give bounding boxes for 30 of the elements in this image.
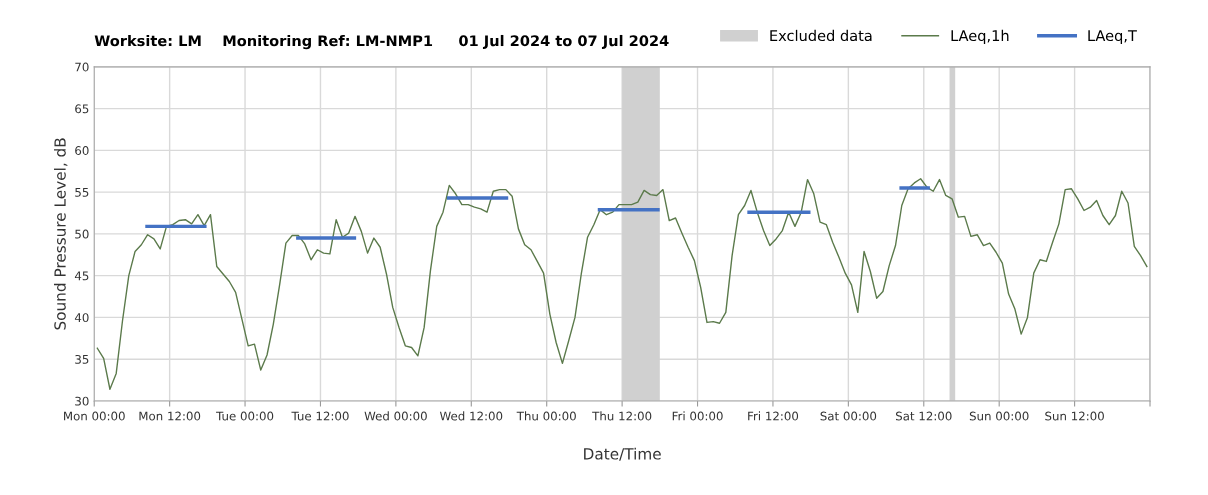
y-tick-label: 65 [75,104,89,114]
x-tick-label: Sat 00:00 [820,411,877,421]
line-series [96,178,1148,390]
x-tick-label: Tue 00:00 [216,411,274,421]
x-tick-label: Tue 12:00 [291,411,349,421]
y-tick-label: 30 [75,396,89,406]
y-tick-label: 55 [75,188,89,197]
chart-title: Worksite: LM Monitoring Ref: LM-NMP1 01 Jul 2024 to 07 Jul 2024 [94,34,669,50]
x-tick-label: Sun 12:00 [1045,411,1104,421]
y-axis-title: Sound Pressure Level, dB [54,138,68,330]
x-tick-label: Thu 00:00 [516,411,576,421]
y-tick-label: 45 [74,271,89,281]
legend-label: Excluded data [770,29,872,42]
x-tick-label: Sat 12:00 [895,411,952,421]
y-tick-label: 50 [75,229,89,239]
x-tick-label: Mon 12:00 [139,411,201,421]
x-tick-label: Wed 12:00 [439,411,503,421]
x-tick-label: Fri 12:00 [748,411,799,421]
x-tick-label: Sun 00:00 [969,411,1029,421]
x-tick-label: Thu 12:00 [592,411,652,421]
x-tick-label: Mon 00:00 [64,411,125,421]
x-tick-label: Wed 00:00 [364,411,427,421]
y-tick-label: 40 [74,313,89,323]
y-tick-label: 70 [75,62,89,72]
y-tick-label: 60 [75,146,89,156]
legend-label: LAeq,T [1088,30,1137,44]
legend-label: LAeq,1h [951,29,1009,44]
x-tick-label: Fri 00:00 [672,411,723,421]
x-axis-title: Date/Time [584,447,661,461]
y-tick-label: 35 [75,354,89,364]
